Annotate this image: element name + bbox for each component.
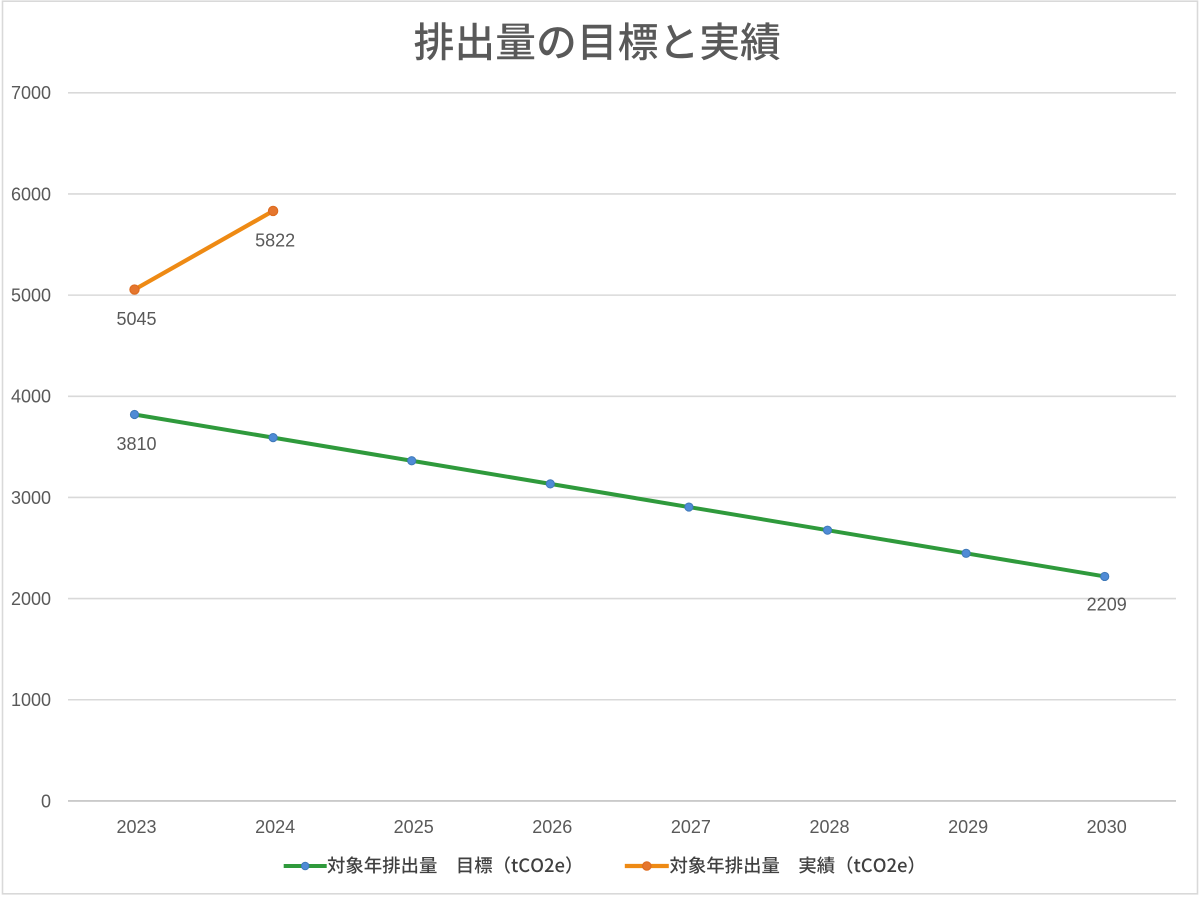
svg-text:2028: 2028 <box>809 817 849 837</box>
svg-text:3810: 3810 <box>116 434 156 454</box>
svg-text:2025: 2025 <box>394 817 434 837</box>
svg-text:3000: 3000 <box>11 488 51 508</box>
svg-text:2027: 2027 <box>671 817 711 837</box>
svg-text:6000: 6000 <box>11 184 51 204</box>
svg-text:5045: 5045 <box>116 309 156 329</box>
svg-text:2030: 2030 <box>1087 817 1127 837</box>
svg-text:5822: 5822 <box>255 230 295 250</box>
svg-text:2024: 2024 <box>255 817 295 837</box>
svg-text:2029: 2029 <box>948 817 988 837</box>
svg-text:1000: 1000 <box>11 690 51 710</box>
svg-text:2209: 2209 <box>1087 595 1127 615</box>
svg-text:2023: 2023 <box>116 817 156 837</box>
svg-text:2026: 2026 <box>532 817 572 837</box>
svg-text:7000: 7000 <box>11 83 51 103</box>
svg-text:2000: 2000 <box>11 589 51 609</box>
svg-text:4000: 4000 <box>11 387 51 407</box>
svg-text:5000: 5000 <box>11 286 51 306</box>
svg-text:0: 0 <box>41 791 51 811</box>
